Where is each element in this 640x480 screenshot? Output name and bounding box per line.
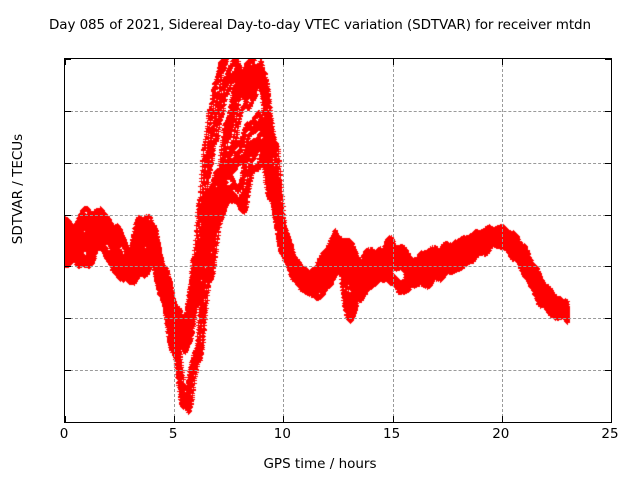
- y-axis-tick: [605, 59, 611, 60]
- gridline-horizontal: [65, 110, 611, 112]
- x-axis-tick: [392, 59, 394, 65]
- x-axis-label: GPS time / hours: [263, 456, 377, 472]
- page-title: Day 085 of 2021, Sidereal Day-to-day VTE…: [49, 17, 591, 33]
- x-tick-label: 20: [492, 426, 510, 442]
- x-axis-tick: [501, 416, 503, 422]
- x-axis-tick: [283, 416, 285, 422]
- scatter-points: [65, 59, 611, 422]
- x-axis-tick: [65, 59, 66, 65]
- x-axis-tick: [611, 416, 612, 422]
- y-axis-tick: [65, 370, 71, 372]
- y-axis-tick: [605, 266, 611, 268]
- gridline-vertical: [174, 59, 176, 422]
- gridline-horizontal: [65, 266, 611, 268]
- y-axis-tick: [65, 318, 71, 320]
- x-axis-tick: [392, 416, 394, 422]
- gridline-horizontal: [65, 214, 611, 216]
- x-tick-label: 25: [601, 426, 619, 442]
- y-axis-tick: [605, 214, 611, 216]
- x-tick-label: 15: [383, 426, 401, 442]
- y-axis-tick: [65, 162, 71, 164]
- x-tick-label: 10: [273, 426, 291, 442]
- y-axis-tick: [65, 110, 71, 112]
- y-axis-tick: [605, 318, 611, 320]
- x-axis-tick: [501, 59, 503, 65]
- x-axis-tick: [283, 59, 285, 65]
- y-axis-tick: [65, 266, 71, 268]
- gridline-horizontal: [65, 318, 611, 320]
- x-tick-label: 0: [59, 426, 69, 442]
- y-axis-tick: [65, 422, 71, 423]
- gridline-horizontal: [65, 370, 611, 372]
- gridline-vertical: [392, 59, 394, 422]
- x-axis-tick: [174, 59, 176, 65]
- gridline-vertical: [283, 59, 285, 422]
- y-axis-tick: [605, 162, 611, 164]
- y-axis-tick: [605, 370, 611, 372]
- x-axis-tick: [611, 59, 612, 65]
- y-axis-label: SDTVAR / TECUs: [10, 133, 26, 245]
- x-tick-label: 5: [168, 426, 178, 442]
- gridline-vertical: [501, 59, 503, 422]
- y-axis-tick: [605, 422, 611, 423]
- x-axis-tick: [65, 416, 66, 422]
- y-axis-tick: [605, 110, 611, 112]
- gridline-horizontal: [65, 162, 611, 164]
- x-axis-tick: [174, 416, 176, 422]
- plot-area: [64, 58, 612, 423]
- y-axis-tick: [65, 59, 71, 60]
- y-axis-tick: [65, 214, 71, 216]
